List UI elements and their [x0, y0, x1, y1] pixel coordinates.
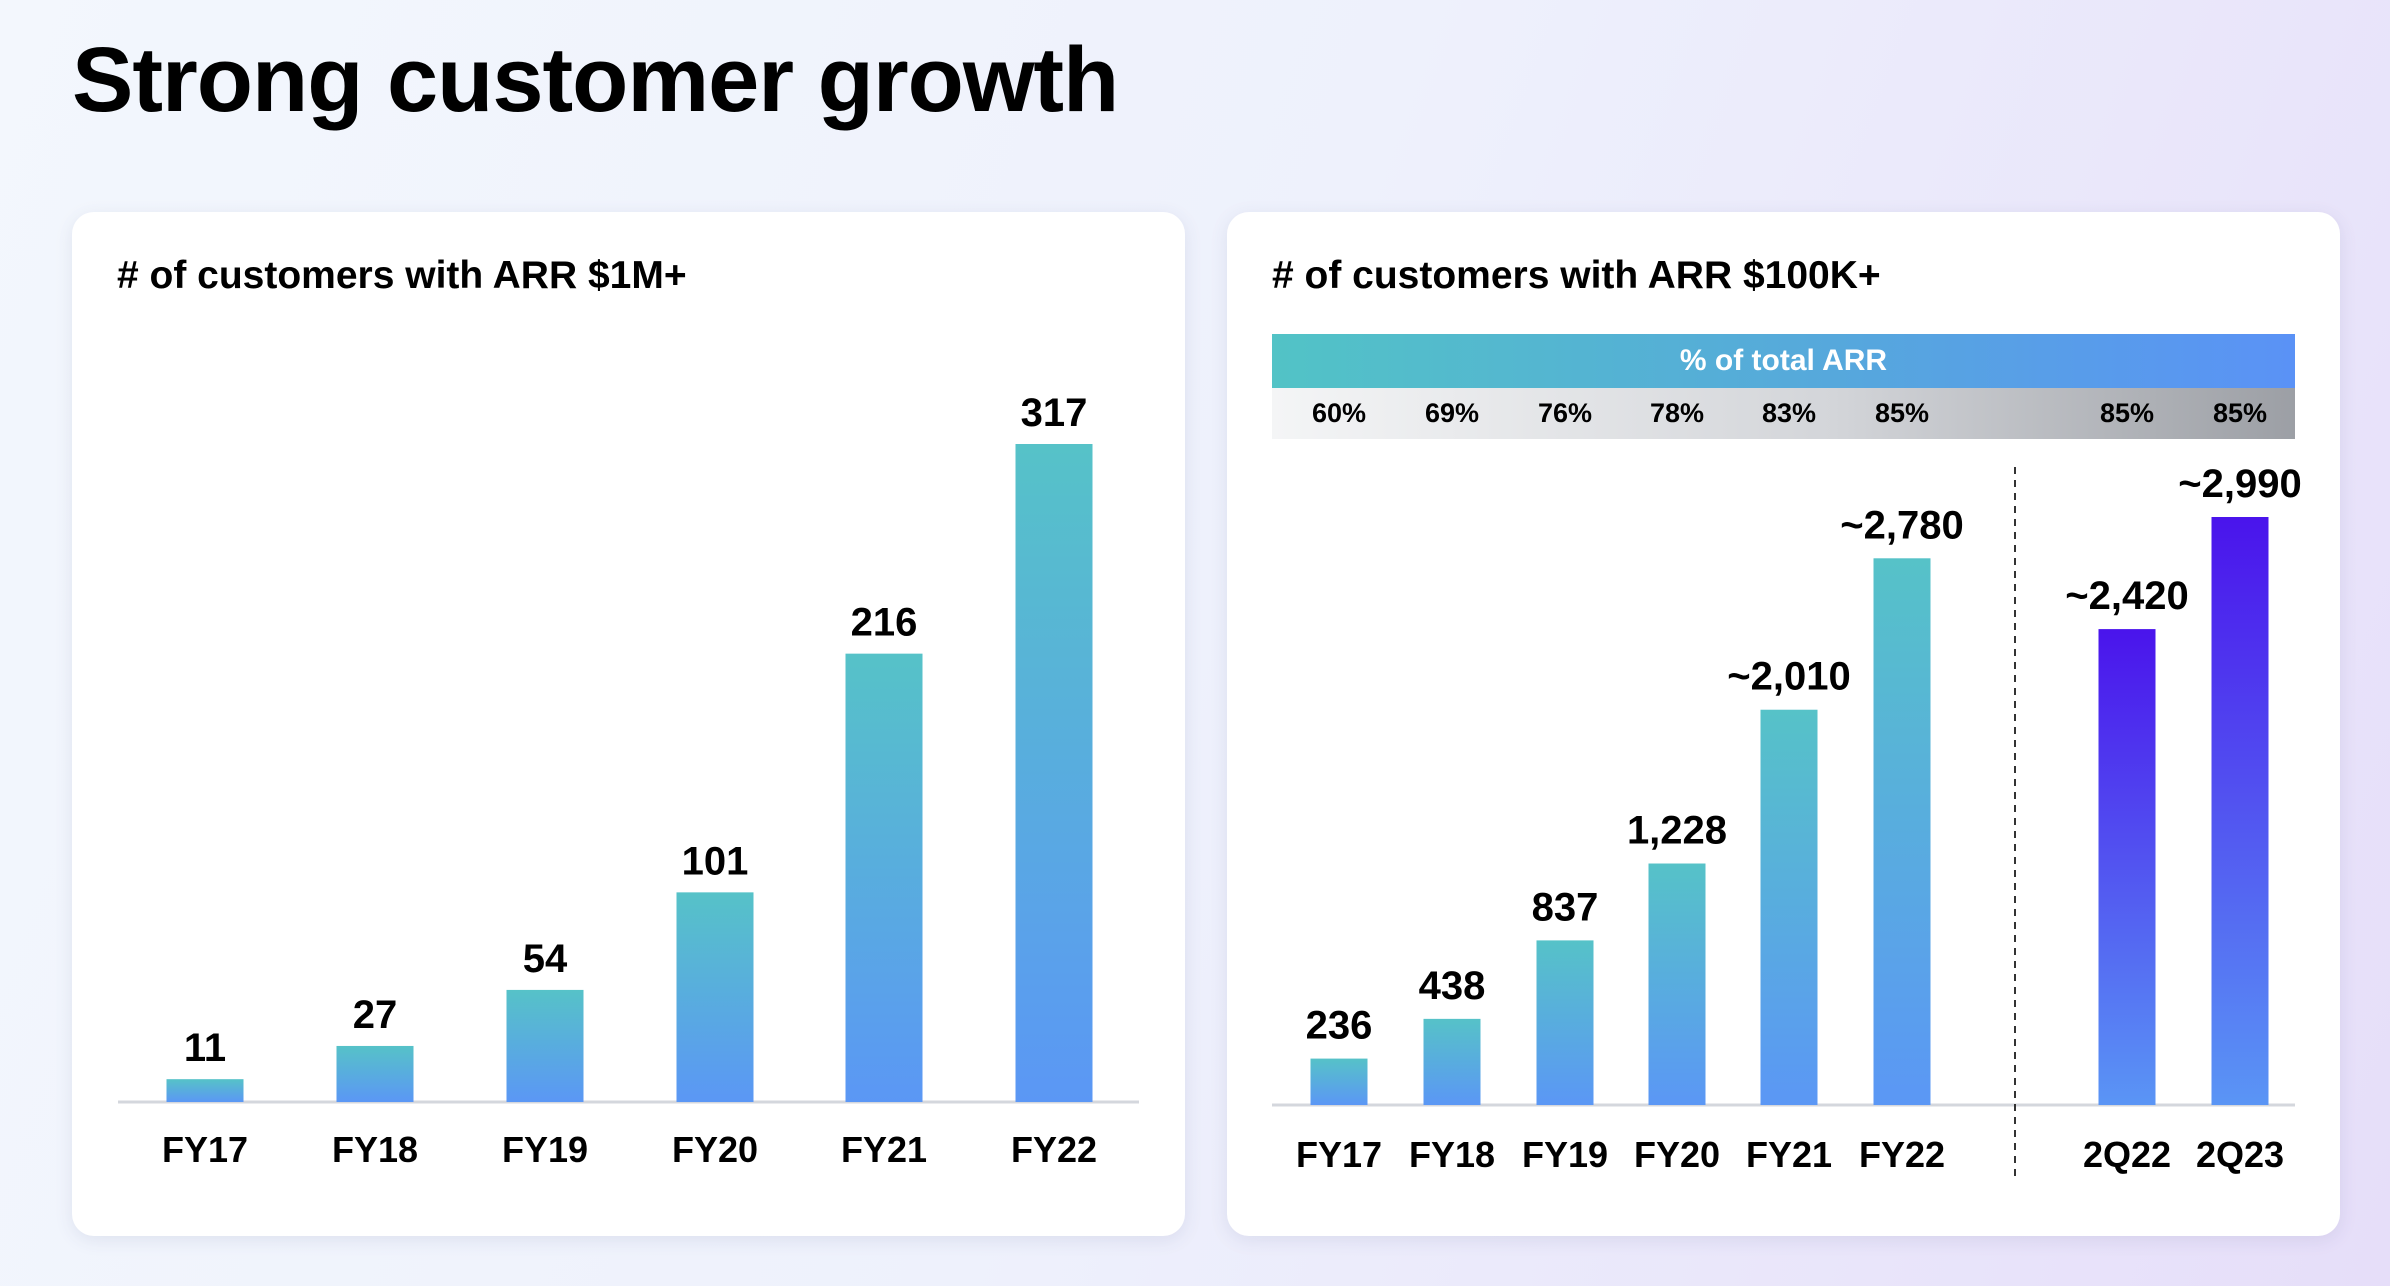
pct-total-arr-band: % of total ARR 60% 69% 76% 78% 83% 85% 85% 85% [1272, 334, 2295, 439]
x-tick-label-fy22: FY22 [1011, 1129, 1097, 1170]
value-label-fy19: 54 [523, 937, 568, 981]
value-label-fy22: ~2,780 [1840, 503, 1963, 547]
bar-fy17 [166, 1079, 244, 1102]
pct-arr-fy18: 69% [1424, 398, 1480, 428]
pct-arr-fy22: 85% [1874, 398, 1930, 428]
value-label-fy18: 27 [353, 993, 398, 1037]
value-label-fy22: 317 [1021, 391, 1088, 435]
bar-fy20 [676, 892, 754, 1102]
x-tick-label-fy17: FY17 [1296, 1134, 1382, 1175]
chart-card-1m: # of customers with ARR $1M+ 11 FY17 27 FY1… [72, 212, 1185, 1236]
bar-fy22 [1015, 444, 1093, 1102]
x-tick-label-fy19: FY19 [502, 1129, 588, 1170]
x-tick-label-fy19: FY19 [1522, 1134, 1608, 1175]
pct-arr-2q22: 85% [2099, 398, 2155, 428]
value-label-fy17: 236 [1306, 1004, 1373, 1048]
chart-title-1m: # of customers with ARR $1M+ [117, 254, 687, 297]
value-label-fy18: 438 [1419, 964, 1486, 1008]
bar-fy17 [1310, 1058, 1368, 1105]
bar-chart-1m: 11 FY17 27 FY18 54 FY19 101 FY20 216 FY21 317 FY22 [118, 391, 1139, 1170]
value-label-fy21: ~2,010 [1727, 655, 1850, 699]
x-tick-label-fy20: FY20 [672, 1129, 758, 1170]
x-tick-label-2q22: 2Q22 [2083, 1134, 2171, 1175]
bar-fy18 [336, 1045, 414, 1102]
pct-arr-fy17: 60% [1311, 398, 1367, 428]
bar-2q22 [2098, 629, 2156, 1105]
x-tick-label-fy18: FY18 [1409, 1134, 1495, 1175]
x-tick-label-fy17: FY17 [162, 1129, 248, 1170]
x-tick-label-fy21: FY21 [1746, 1134, 1832, 1175]
bar-fy20 [1648, 863, 1706, 1105]
bar-chart-100k: 236 FY17 438 FY18 837 FY19 1,228 FY20 ~2,010 FY21… [1272, 462, 2302, 1182]
pct-arr-fy21: 83% [1761, 398, 1817, 428]
x-tick-label-fy21: FY21 [841, 1129, 927, 1170]
bar-fy18 [1423, 1018, 1481, 1105]
chart-card-100k: # of customers with ARR $100K+ % of tota… [1227, 212, 2340, 1236]
pct-arr-fy20: 78% [1649, 398, 1705, 428]
value-label-fy19: 837 [1532, 885, 1599, 929]
pct-arr-2q23: 85% [2212, 398, 2268, 428]
value-label-fy20: 101 [682, 839, 749, 883]
value-label-2q22: ~2,420 [2065, 574, 2188, 618]
bar-fy21 [845, 653, 923, 1102]
bar-2q23 [2211, 517, 2269, 1105]
bar-fy22 [1873, 558, 1931, 1105]
pct-total-arr-header: % of total ARR [1272, 334, 2295, 388]
x-tick-label-fy20: FY20 [1634, 1134, 1720, 1175]
value-label-fy21: 216 [851, 601, 918, 645]
value-label-2q23: ~2,990 [2178, 462, 2301, 506]
x-tick-label-fy22: FY22 [1859, 1134, 1945, 1175]
bar-fy21 [1760, 709, 1818, 1105]
x-tick-label-2q23: 2Q23 [2196, 1134, 2284, 1175]
value-label-fy20: 1,228 [1627, 809, 1727, 853]
value-label-fy17: 11 [184, 1026, 226, 1070]
pct-arr-fy19: 76% [1537, 398, 1593, 428]
pct-total-arr-values: 60% 69% 76% 78% 83% 85% 85% 85% [1272, 388, 2295, 439]
bar-fy19 [1536, 940, 1594, 1105]
chart-title-100k: # of customers with ARR $100K+ [1272, 254, 1881, 297]
page-title: Strong customer growth [72, 29, 1119, 131]
x-tick-label-fy18: FY18 [332, 1129, 418, 1170]
bar-fy19 [506, 989, 584, 1102]
